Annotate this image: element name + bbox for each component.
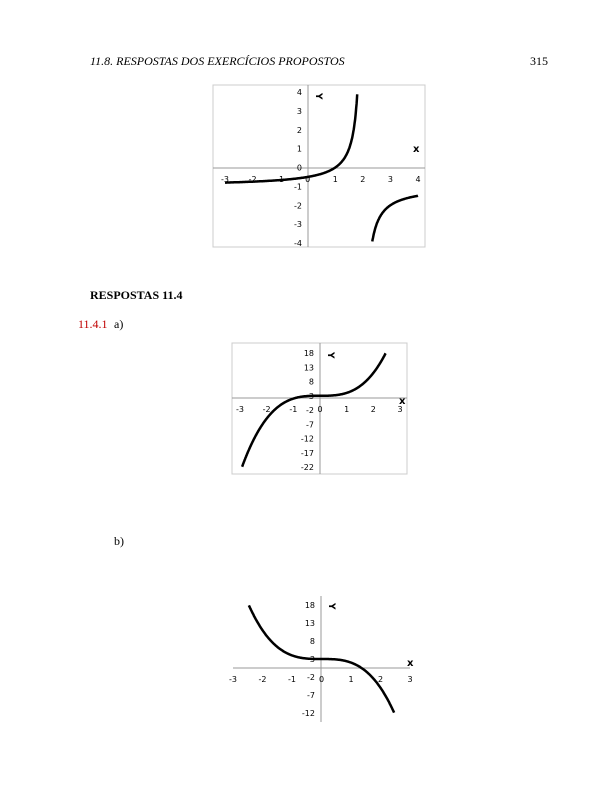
axis-label: Y [325, 351, 335, 359]
plot-frame [212, 84, 426, 248]
section-title: RESPOSTAS 11.4 [90, 288, 183, 302]
part-label: a) [114, 317, 124, 331]
y-tick-label: -17 [301, 449, 314, 458]
function-curve [247, 604, 396, 714]
y-tick-label: -2 [306, 406, 314, 415]
x-tick-label: 3 [388, 175, 393, 184]
y-tick-label: -3 [294, 220, 302, 229]
y-tick-label: -7 [306, 420, 314, 429]
x-tick-label: 0 [305, 175, 310, 184]
axis-label: Y [313, 92, 323, 100]
y-tick-label: -7 [307, 691, 315, 700]
axis-label: Y [326, 602, 336, 610]
axis-label: x [413, 144, 420, 155]
axis-label: x [399, 396, 406, 407]
y-tick-label: 13 [305, 619, 315, 628]
y-tick-label: -1 [294, 182, 302, 191]
x-tick-label: 1 [333, 175, 338, 184]
x-tick-label: -1 [289, 405, 297, 414]
x-tick-label: -3 [221, 175, 229, 184]
y-tick-label: 2 [297, 126, 302, 135]
x-tick-label: 2 [360, 175, 365, 184]
function-curve [240, 352, 387, 468]
part-label: b) [114, 534, 124, 548]
function-curve [225, 94, 419, 242]
x-tick-label: -3 [229, 675, 237, 684]
y-tick-label: 4 [297, 88, 302, 97]
y-tick-label: 18 [305, 601, 315, 610]
x-tick-label: 4 [415, 175, 420, 184]
y-tick-label: 8 [310, 637, 315, 646]
x-tick-label: 2 [371, 405, 376, 414]
y-tick-label: -4 [294, 239, 302, 248]
exercise-number: 11.4.1 [78, 317, 108, 331]
y-tick-label: 8 [309, 378, 314, 387]
axis-label: x [407, 658, 414, 669]
y-tick-label: -2 [294, 201, 302, 210]
x-tick-label: 1 [348, 675, 353, 684]
x-tick-label: -2 [259, 675, 267, 684]
x-tick-label: 0 [317, 405, 322, 414]
y-tick-label: 13 [304, 363, 314, 372]
y-tick-label: 18 [304, 349, 314, 358]
x-tick-label: 3 [397, 405, 402, 414]
x-tick-label: 0 [319, 675, 324, 684]
x-tick-label: 3 [407, 675, 412, 684]
x-tick-label: 1 [344, 405, 349, 414]
x-tick-label: -1 [288, 675, 296, 684]
y-tick-label: 3 [297, 107, 302, 116]
y-tick-label: -2 [307, 673, 315, 682]
y-tick-label: 1 [297, 145, 302, 154]
x-tick-label: -2 [249, 175, 257, 184]
x-tick-label: -3 [236, 405, 244, 414]
y-tick-label: -12 [301, 435, 314, 444]
x-tick-label: -2 [263, 405, 271, 414]
y-tick-label: -12 [302, 709, 315, 718]
page-number: 315 [530, 54, 548, 68]
running-header: 11.8. RESPOSTAS DOS EXERCÍCIOS PROPOSTOS [90, 54, 345, 68]
x-tick-label: 2 [378, 675, 383, 684]
y-tick-label: 0 [297, 164, 302, 173]
y-tick-label: -22 [301, 463, 314, 472]
